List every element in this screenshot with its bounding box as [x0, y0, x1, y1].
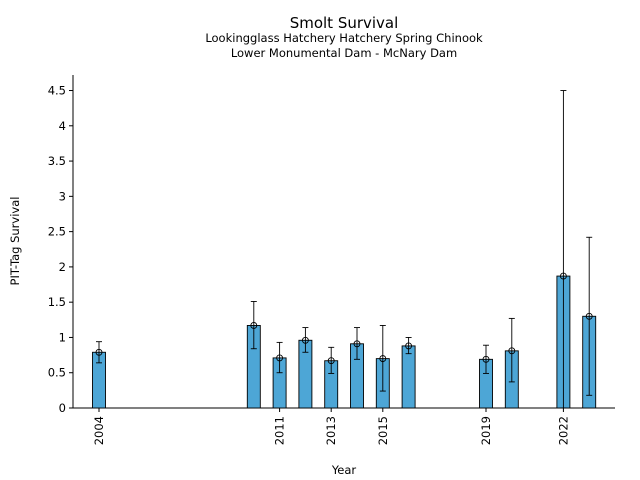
- point-marker-2014: [353, 340, 361, 348]
- y-tick-label: 4.5: [48, 84, 66, 98]
- y-tick-label: 1: [59, 330, 66, 344]
- y-tick-label: 3.5: [48, 154, 66, 168]
- x-tick-label: 2013: [324, 416, 338, 445]
- y-tick-label: 0: [59, 401, 66, 415]
- point-marker-2004: [95, 348, 103, 356]
- x-tick-label: 2004: [92, 416, 106, 445]
- point-marker-2011: [276, 354, 284, 362]
- x-tick-label: 2015: [376, 416, 390, 445]
- x-axis-label: Year: [331, 463, 357, 477]
- y-axis-label: PIT-Tag Survival: [8, 197, 22, 286]
- chart-subtitle-line-1: Lookingglass Hatchery Hatchery Spring Ch…: [205, 31, 483, 45]
- point-marker-2015: [379, 355, 387, 363]
- y-tick-label: 2: [59, 260, 66, 274]
- point-marker-2010: [250, 322, 258, 329]
- x-tick-label: 2011: [273, 416, 287, 445]
- point-marker-2012: [301, 336, 309, 344]
- plot-area: 0 0.5 1 1.5 2 2.5 3 3.5 4 4.5 2004 2011 2013 2015 2019…: [48, 75, 615, 445]
- x-tick-label: 2022: [556, 416, 570, 445]
- point-marker-2023: [585, 312, 593, 320]
- y-tick-label: 1.5: [48, 295, 66, 309]
- chart-subtitle-line-2: Lower Monumental Dam - McNary Dam: [231, 46, 457, 60]
- y-tick-label: 0.5: [48, 366, 66, 380]
- y-tick-label: 4: [59, 119, 66, 133]
- x-tick-label: 2019: [479, 416, 493, 445]
- chart-title: Smolt Survival: [290, 14, 399, 32]
- point-marker-2016: [405, 342, 413, 350]
- point-marker-2020: [508, 347, 516, 355]
- y-tick-label: 2.5: [48, 225, 66, 239]
- point-marker-2019: [482, 355, 490, 363]
- point-marker-2013: [327, 357, 335, 365]
- y-tick-label: 3: [59, 189, 66, 203]
- point-marker-2022: [559, 272, 567, 280]
- bar-2016: [401, 345, 416, 409]
